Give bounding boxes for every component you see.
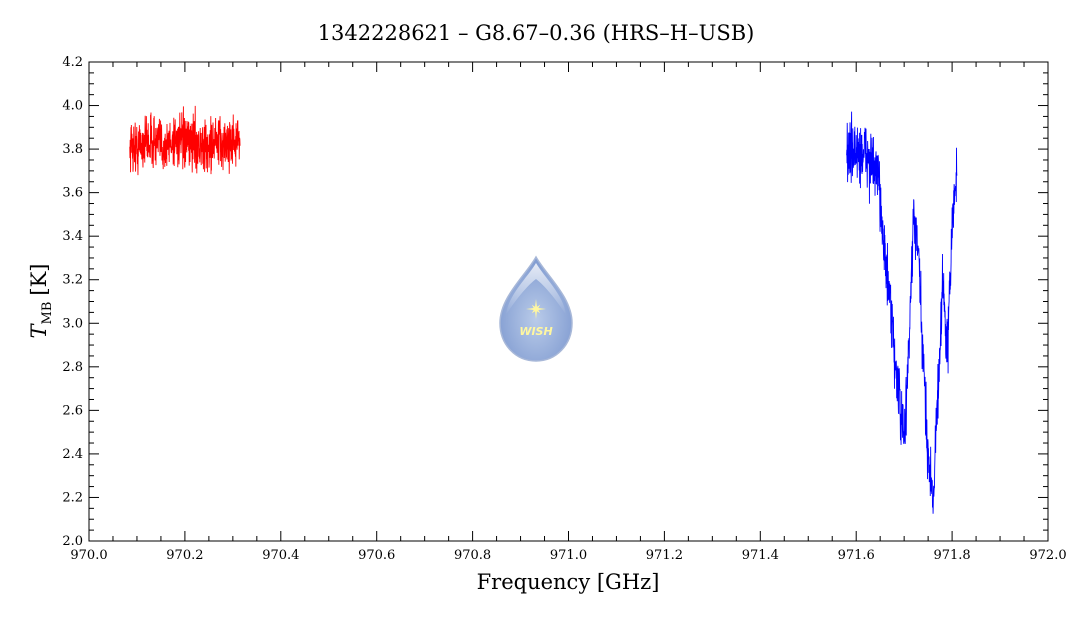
y-tick-label: 2.8 <box>62 360 83 375</box>
y-tick-label: 3.6 <box>62 186 83 201</box>
series-layer <box>129 105 958 514</box>
chart-title: 1342228621 – G8.67–0.36 (HRS–H–USB) <box>318 21 755 45</box>
star-icon <box>526 299 546 319</box>
x-tick-label: 971.4 <box>742 548 779 563</box>
x-tick-label: 971.6 <box>838 548 875 563</box>
y-tick-label: 2.2 <box>62 490 83 505</box>
x-tick-label: 971.0 <box>550 548 587 563</box>
y-tick-label: 3.0 <box>62 316 83 331</box>
svg-text:TMB[K]: TMB [K] <box>27 264 55 339</box>
x-tick-label: 970.4 <box>262 548 299 563</box>
x-tick-label: 972.0 <box>1029 548 1066 563</box>
x-tick-label: 970.2 <box>166 548 203 563</box>
y-label-unit: [K] <box>27 264 51 296</box>
x-axis-label: Frequency [GHz] <box>477 570 660 594</box>
series-line-2 <box>846 111 958 514</box>
y-label-symbol: T <box>27 322 51 338</box>
logo-text: WISH <box>519 325 552 338</box>
y-tick-label: 4.0 <box>62 99 83 114</box>
ticks-layer: 970.0 970.2 970.4 970.6 970.8 971.0 971.2 971.4… <box>62 55 1066 563</box>
star-shape <box>526 299 546 319</box>
wish-logo: WISH <box>499 255 573 362</box>
x-tick-label: 970.8 <box>454 548 491 563</box>
x-tick-label: 970.6 <box>358 548 395 563</box>
y-tick-label: 2.0 <box>62 534 83 549</box>
y-tick-label: 2.6 <box>62 403 83 418</box>
y-axis-label: TMB [K] <box>27 264 55 339</box>
drop-highlight <box>506 263 566 315</box>
x-tick-label: 970.0 <box>70 548 107 563</box>
y-tick-label: 3.8 <box>62 142 83 157</box>
y-tick-label: 2.4 <box>62 447 83 462</box>
y-tick-label: 3.4 <box>62 229 83 244</box>
y-tick-label: 3.2 <box>62 273 83 288</box>
y-label-sub: MB <box>40 302 55 325</box>
series-line-1 <box>129 105 241 176</box>
x-tick-label: 971.2 <box>646 548 683 563</box>
x-tick-label: 971.8 <box>933 548 970 563</box>
y-tick-label: 4.2 <box>62 55 83 70</box>
